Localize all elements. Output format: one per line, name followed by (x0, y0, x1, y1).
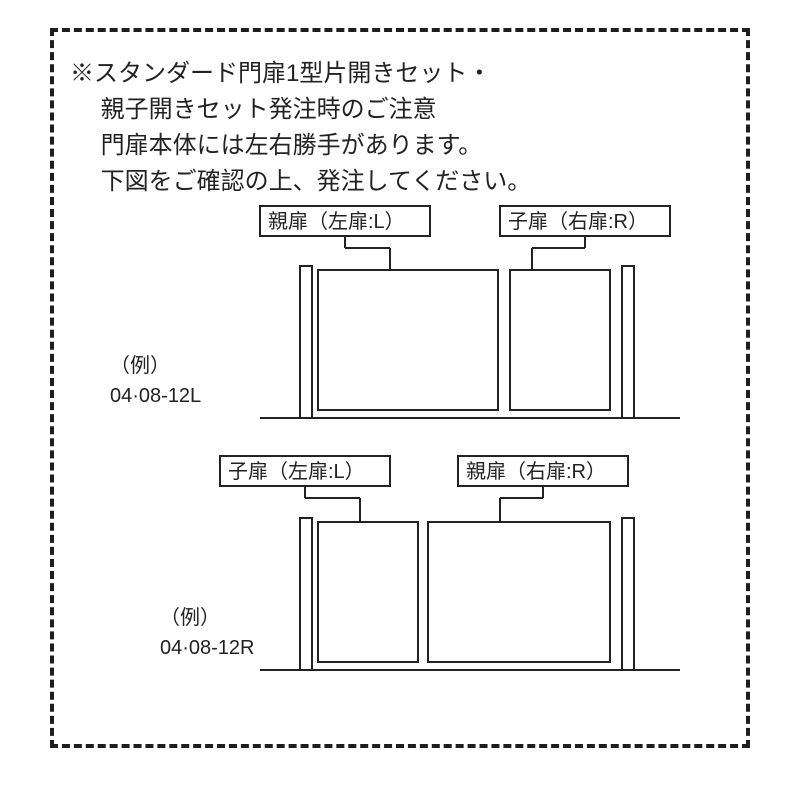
gate-diagram: 親扉（左扉:L） 子扉（右扉:R） （例） 04·08-12L 子扉（左扉:L） 親扉（右… (70, 200, 730, 705)
example-code-0: 04·08-12L (110, 385, 201, 407)
notice-line-0: ※スタンダード門扉1型片開きセット・ (70, 56, 730, 92)
example-label-0: （例） (110, 354, 170, 377)
notice-line-2: 門扉本体には左右勝手があります。 (70, 128, 730, 164)
example-label-1: （例） (160, 606, 220, 629)
door-label-1-left: 子扉（左扉:L） (228, 460, 365, 483)
notice-line-3: 下図をご確認の上、発注してください。 (70, 164, 730, 200)
page-root: ※スタンダード門扉1型片開きセット・ 親子開きセット発注時のご注意 門扉本体には… (0, 0, 800, 800)
gate-diagram-svg: 親扉（左扉:L） 子扉（右扉:R） （例） 04·08-12L 子扉（左扉:L） 親扉（右… (70, 200, 730, 700)
notice-line-1: 親子開きセット発注時のご注意 (70, 92, 730, 128)
door-label-1-right: 親扉（右扉:R） (466, 460, 606, 483)
notice-box: ※スタンダード門扉1型片開きセット・ 親子開きセット発注時のご注意 門扉本体には… (50, 28, 750, 748)
door-label-0-right: 子扉（右扉:R） (508, 210, 648, 233)
example-code-1: 04·08-12R (160, 637, 255, 659)
door-label-0-left: 親扉（左扉:L） (268, 210, 405, 233)
notice-text: ※スタンダード門扉1型片開きセット・ 親子開きセット発注時のご注意 門扉本体には… (70, 56, 730, 200)
